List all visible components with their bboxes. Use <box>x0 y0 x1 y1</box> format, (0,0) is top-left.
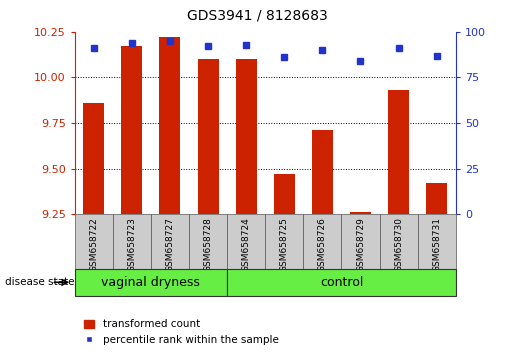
Text: GSM658722: GSM658722 <box>89 217 98 272</box>
Bar <box>341 214 380 269</box>
Bar <box>312 130 333 214</box>
Bar <box>189 214 227 269</box>
Text: GSM658727: GSM658727 <box>165 217 175 272</box>
Text: disease state: disease state <box>5 277 75 287</box>
Text: GSM658730: GSM658730 <box>394 217 403 272</box>
Bar <box>236 59 256 214</box>
Bar <box>388 90 409 214</box>
Bar <box>151 214 189 269</box>
Bar <box>160 37 180 214</box>
Text: GSM658724: GSM658724 <box>242 217 251 272</box>
Bar <box>198 59 218 214</box>
Bar <box>83 103 104 214</box>
Bar <box>274 174 295 214</box>
Text: GDS3941 / 8128683: GDS3941 / 8128683 <box>187 9 328 23</box>
Text: GSM658728: GSM658728 <box>203 217 213 272</box>
Bar <box>122 46 142 214</box>
Text: GSM658731: GSM658731 <box>432 217 441 272</box>
Text: GSM658723: GSM658723 <box>127 217 136 272</box>
Bar <box>227 214 265 269</box>
Bar <box>265 214 303 269</box>
Bar <box>75 269 227 296</box>
Text: GSM658729: GSM658729 <box>356 217 365 272</box>
Bar <box>380 214 418 269</box>
Bar <box>350 212 371 214</box>
Bar <box>426 183 447 214</box>
Legend: transformed count, percentile rank within the sample: transformed count, percentile rank withi… <box>80 315 283 349</box>
Text: vaginal dryness: vaginal dryness <box>101 276 200 289</box>
Bar <box>227 269 456 296</box>
Text: control: control <box>320 276 363 289</box>
Bar <box>303 214 341 269</box>
Bar <box>113 214 151 269</box>
Text: GSM658726: GSM658726 <box>318 217 327 272</box>
Bar <box>75 214 113 269</box>
Text: GSM658725: GSM658725 <box>280 217 289 272</box>
Bar <box>418 214 456 269</box>
